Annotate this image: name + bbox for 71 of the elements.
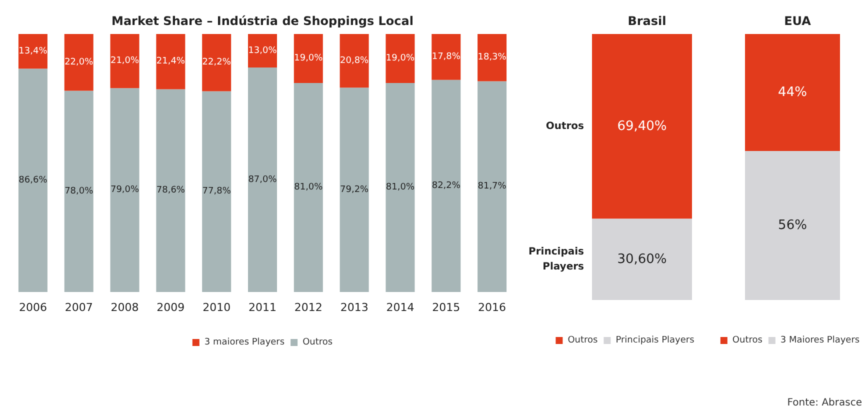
chart-title: Brasil: [628, 14, 666, 28]
x-tick-label: 2008: [110, 301, 139, 314]
data-label: 30,60%: [617, 252, 667, 267]
bar: [248, 34, 277, 68]
data-label: 13,0%: [248, 46, 278, 56]
data-label: 79,2%: [340, 184, 370, 195]
data-label: 77,8%: [202, 186, 232, 197]
x-tick-label: 2013: [340, 301, 368, 314]
bar: [18, 34, 48, 69]
data-label: 21,0%: [110, 56, 140, 66]
text: Principais Players: [528, 246, 584, 272]
data-label: 56%: [778, 218, 807, 234]
data-label: 20,8%: [340, 56, 370, 66]
data-label: 44%: [778, 85, 807, 100]
data-label: 78,0%: [64, 186, 94, 196]
data-label: 87,0%: [248, 174, 278, 185]
x-tick-label: 2014: [386, 301, 414, 314]
data-label: 21,4%: [156, 56, 186, 67]
bar: [294, 34, 323, 84]
data-label: 82,2%: [432, 180, 461, 191]
bar: [386, 83, 415, 292]
x-tick-label: 2012: [294, 301, 322, 314]
legend-label: 3 Maiores Players: [780, 336, 860, 346]
legend-label: 3 maiores Players: [204, 338, 285, 348]
bar: [202, 34, 232, 92]
bar: [202, 91, 232, 292]
bar: [110, 88, 140, 292]
bar: [432, 34, 461, 80]
legend-label: Outros: [732, 336, 763, 346]
bar: [478, 34, 507, 82]
data-label: 81,0%: [294, 182, 324, 193]
bar: [156, 34, 186, 90]
bar: [340, 34, 369, 88]
data-label: 81,7%: [478, 182, 507, 192]
data-label: 19,0%: [386, 54, 415, 64]
data-label: 81,0%: [386, 182, 415, 193]
x-tick-label: 2011: [248, 301, 276, 314]
bar: [64, 90, 94, 292]
bar: [386, 34, 415, 84]
data-label: 78,6%: [156, 186, 186, 196]
bar: [248, 68, 277, 292]
legend-label: Outros: [302, 338, 333, 348]
bar: [294, 83, 323, 292]
data-label: 17,8%: [432, 52, 461, 62]
legend-label: Principais Players: [616, 336, 695, 346]
x-tick-label: 2009: [156, 301, 185, 314]
data-label: 69,40%: [617, 118, 667, 134]
bar: [18, 68, 48, 292]
bar: [432, 80, 461, 292]
x-tick-label: 2007: [64, 301, 93, 314]
text: Outros: [546, 120, 584, 132]
data-label: 86,6%: [18, 175, 48, 186]
x-tick-label: 2006: [18, 301, 47, 314]
data-label: 19,0%: [294, 54, 324, 64]
data-label: 22,2%: [202, 58, 232, 68]
x-tick-label: 2016: [478, 301, 506, 314]
data-label: 18,3%: [478, 52, 507, 63]
chart-title: EUA: [784, 14, 812, 28]
data-label: 22,0%: [64, 57, 94, 68]
x-tick-label: 2010: [202, 301, 231, 314]
source-note: Fonte: Abrasce: [787, 398, 862, 408]
bar: [64, 34, 94, 91]
legend-label: Outros: [568, 336, 598, 346]
bar: [340, 88, 369, 292]
chart-title: Market Share – Indústria de Shoppings Local: [112, 14, 414, 28]
x-tick-label: 2015: [432, 301, 460, 314]
bar: [110, 34, 140, 88]
data-label: 79,0%: [110, 185, 140, 196]
bar: [478, 81, 507, 292]
bar: [156, 89, 186, 292]
data-label: 13,4%: [18, 46, 48, 56]
